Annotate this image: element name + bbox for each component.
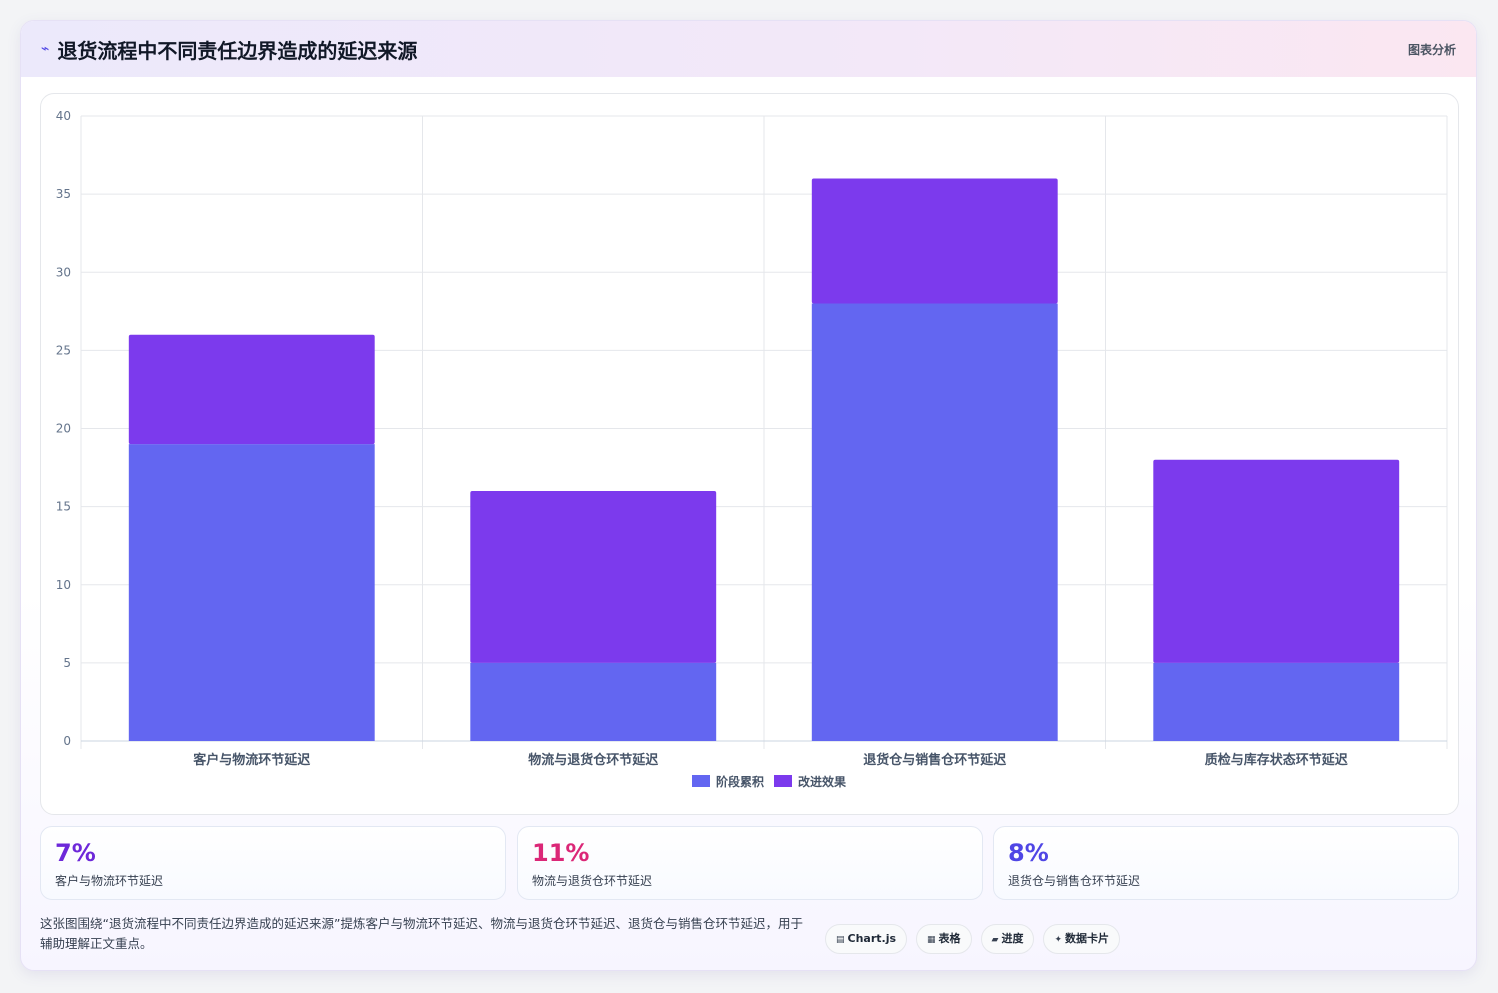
- table-icon: ▦: [927, 935, 936, 945]
- y-tick-label: 35: [56, 187, 71, 201]
- x-tick-label: 质检与库存状态环节延迟: [1205, 752, 1348, 768]
- bar-segment-improvement-effect: [811, 178, 1058, 304]
- x-tick-label: 物流与退货仓环节延迟: [528, 752, 658, 768]
- legend-label: 阶段累积: [716, 774, 764, 789]
- bar-segment-improvement-effect: [1153, 459, 1400, 663]
- y-tick-label: 40: [56, 109, 71, 123]
- y-tick-label: 15: [56, 500, 71, 514]
- stat-card: 11% 物流与退货仓环节延迟: [517, 826, 983, 900]
- page-title: 退货流程中不同责任边界造成的延迟来源: [57, 38, 418, 63]
- chart-card: ⌁ 退货流程中不同责任边界造成的延迟来源 图表分析 0 5 10 15 20 25 30 35…: [20, 20, 1477, 971]
- chip-data-card[interactable]: ✦ 数据卡片: [1043, 924, 1121, 954]
- bar-segment-stage-cumulative: [1153, 662, 1400, 741]
- y-tick-label: 30: [56, 265, 71, 279]
- tech-chips: ▤ Chart.js ▦ 表格 ▰ 进度 ✦ 数据卡片: [825, 924, 1129, 954]
- bar-segment-improvement-effect: [128, 334, 375, 445]
- stat-card: 8% 退货仓与销售仓环节延迟: [993, 826, 1459, 900]
- stat-card: 7% 客户与物流环节延迟: [40, 826, 506, 900]
- chart-container: 0 5 10 15 20 25 30 35 40 客户与物流环节延迟 物流与退货仓环节延迟 退货仓与销…: [40, 93, 1459, 815]
- stat-label: 物流与退货仓环节延迟: [532, 874, 653, 888]
- stat-value: 11%: [532, 839, 590, 867]
- y-tick-label: 5: [63, 656, 71, 670]
- x-tick-label: 客户与物流环节延迟: [193, 752, 310, 768]
- y-tick-label: 0: [63, 734, 71, 748]
- legend-swatch: [692, 775, 710, 787]
- y-tick-label: 25: [56, 343, 71, 357]
- chip-label: 进度: [1001, 932, 1024, 945]
- y-tick-label: 20: [56, 422, 71, 436]
- bar-segment-stage-cumulative: [811, 303, 1058, 741]
- stat-value: 7%: [55, 839, 96, 867]
- bar-segment-stage-cumulative: [470, 662, 717, 741]
- x-tick-label: 退货仓与销售仓环节延迟: [863, 752, 1006, 768]
- y-tick-label: 10: [56, 578, 71, 592]
- bar-segment-stage-cumulative: [128, 444, 375, 741]
- chart-analysis-tag: 图表分析: [1407, 42, 1456, 57]
- chip-label: Chart.js: [847, 932, 897, 945]
- stat-label: 客户与物流环节延迟: [55, 874, 164, 888]
- chip-progress[interactable]: ▰ 进度: [980, 924, 1035, 954]
- bar-segment-improvement-effect: [470, 491, 717, 663]
- chart-icon: ▤: [836, 935, 845, 945]
- legend-label: 改进效果: [798, 774, 846, 789]
- chart-line-icon: ⌁: [41, 41, 50, 57]
- stat-cards: 7% 客户与物流环节延迟 11% 物流与退货仓环节延迟 8% 退货仓与销售仓环节…: [40, 826, 1459, 900]
- chart-description: 这张图围绕“退货流程中不同责任边界造成的延迟来源”提炼客户与物流环节延迟、物流与…: [40, 916, 803, 951]
- chip-label: 数据卡片: [1065, 932, 1110, 945]
- stat-value: 8%: [1008, 839, 1049, 867]
- chip-chartjs[interactable]: ▤ Chart.js: [825, 924, 908, 954]
- card-header: ⌁ 退货流程中不同责任边界造成的延迟来源 图表分析: [21, 21, 1476, 77]
- legend-swatch: [774, 775, 792, 787]
- sparkle-icon: ✦: [1054, 935, 1063, 945]
- progress-icon: ▰: [991, 935, 999, 945]
- chip-table[interactable]: ▦ 表格: [916, 924, 972, 954]
- stat-label: 退货仓与销售仓环节延迟: [1008, 874, 1141, 888]
- chip-label: 表格: [938, 932, 961, 945]
- bar-chart: 0 5 10 15 20 25 30 35 40 客户与物流环节延迟 物流与退货仓环节延迟 退货仓与销…: [56, 109, 1448, 789]
